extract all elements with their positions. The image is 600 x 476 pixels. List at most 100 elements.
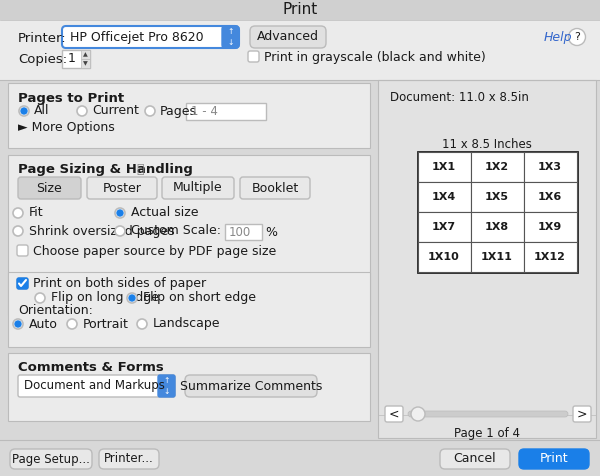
Bar xyxy=(471,212,524,242)
Text: Current: Current xyxy=(92,105,139,118)
Bar xyxy=(524,212,577,242)
Text: Copies:: Copies: xyxy=(18,53,67,67)
Circle shape xyxy=(117,210,123,216)
FancyBboxPatch shape xyxy=(240,177,310,199)
FancyBboxPatch shape xyxy=(162,177,234,199)
FancyBboxPatch shape xyxy=(385,406,403,422)
Text: Booklet: Booklet xyxy=(251,181,299,195)
Bar xyxy=(8,272,370,347)
Text: 1X5: 1X5 xyxy=(485,192,509,202)
Circle shape xyxy=(13,226,23,236)
Text: Cancel: Cancel xyxy=(454,453,496,466)
Text: Size: Size xyxy=(36,181,62,195)
Bar xyxy=(8,353,370,421)
Text: 1X12: 1X12 xyxy=(534,252,566,262)
Bar xyxy=(471,182,524,212)
Bar xyxy=(418,152,577,272)
Circle shape xyxy=(569,29,586,46)
FancyBboxPatch shape xyxy=(18,375,175,397)
Circle shape xyxy=(137,319,147,329)
Text: 1: 1 xyxy=(68,52,76,66)
FancyBboxPatch shape xyxy=(250,26,326,48)
Text: Choose paper source by PDF page size: Choose paper source by PDF page size xyxy=(33,245,276,258)
Text: ▼: ▼ xyxy=(83,61,88,66)
FancyBboxPatch shape xyxy=(17,278,28,289)
Text: 11 x 8.5 Inches: 11 x 8.5 Inches xyxy=(442,138,532,151)
Text: Portrait: Portrait xyxy=(83,317,129,330)
Text: 1X8: 1X8 xyxy=(485,222,509,232)
Text: Flip on short edge: Flip on short edge xyxy=(143,291,256,305)
Text: Help: Help xyxy=(544,30,572,43)
FancyBboxPatch shape xyxy=(17,245,28,256)
Text: Poster: Poster xyxy=(103,181,142,195)
FancyBboxPatch shape xyxy=(248,51,259,62)
Circle shape xyxy=(115,226,125,236)
Text: Orientation:: Orientation: xyxy=(18,305,93,317)
Bar xyxy=(186,103,266,120)
Bar xyxy=(8,155,370,315)
FancyBboxPatch shape xyxy=(62,26,239,48)
FancyBboxPatch shape xyxy=(99,449,159,469)
Text: Pages to Print: Pages to Print xyxy=(18,92,124,105)
Text: Print: Print xyxy=(539,453,568,466)
Circle shape xyxy=(13,319,23,329)
FancyBboxPatch shape xyxy=(222,26,239,48)
Circle shape xyxy=(77,106,87,116)
FancyBboxPatch shape xyxy=(17,278,28,289)
Text: ► More Options: ► More Options xyxy=(18,121,115,135)
FancyBboxPatch shape xyxy=(408,411,568,417)
Text: ▲: ▲ xyxy=(83,52,88,57)
FancyBboxPatch shape xyxy=(18,177,81,199)
Bar xyxy=(471,152,524,182)
Text: Print in grayscale (black and white): Print in grayscale (black and white) xyxy=(264,50,486,63)
Text: Landscape: Landscape xyxy=(153,317,221,330)
Text: Fit: Fit xyxy=(29,207,44,219)
Bar xyxy=(524,242,577,272)
Text: Comments & Forms: Comments & Forms xyxy=(18,361,164,374)
Text: Auto: Auto xyxy=(29,317,58,330)
Bar xyxy=(81,50,90,59)
Text: Custom Scale:: Custom Scale: xyxy=(131,225,221,238)
Text: 1X11: 1X11 xyxy=(481,252,513,262)
Text: Printer:: Printer: xyxy=(18,31,67,44)
Text: Page Sizing & Handling: Page Sizing & Handling xyxy=(18,163,193,176)
Text: ↑
↓: ↑ ↓ xyxy=(227,27,233,47)
Text: 100: 100 xyxy=(229,226,251,238)
Circle shape xyxy=(15,321,21,327)
Bar xyxy=(62,50,90,68)
Text: >: > xyxy=(577,407,587,420)
Bar xyxy=(418,212,471,242)
FancyBboxPatch shape xyxy=(10,449,92,469)
Bar xyxy=(0,0,600,20)
Text: 1X4: 1X4 xyxy=(432,192,456,202)
Bar xyxy=(524,152,577,182)
Text: HP Officejet Pro 8620: HP Officejet Pro 8620 xyxy=(70,30,203,43)
FancyBboxPatch shape xyxy=(573,406,591,422)
FancyBboxPatch shape xyxy=(158,375,175,397)
Text: 1X7: 1X7 xyxy=(432,222,456,232)
Circle shape xyxy=(129,295,135,301)
Text: Document: 11.0 x 8.5in: Document: 11.0 x 8.5in xyxy=(390,91,529,104)
Bar xyxy=(225,224,262,240)
Text: <: < xyxy=(389,407,399,420)
Text: Print: Print xyxy=(283,2,317,18)
Text: 1 - 4: 1 - 4 xyxy=(191,105,218,118)
Circle shape xyxy=(411,407,425,421)
FancyBboxPatch shape xyxy=(440,449,510,469)
Text: Actual size: Actual size xyxy=(131,207,199,219)
Text: Print on both sides of paper: Print on both sides of paper xyxy=(33,278,206,290)
Text: Multiple: Multiple xyxy=(173,181,223,195)
Circle shape xyxy=(115,208,125,218)
Text: ?: ? xyxy=(574,32,580,42)
Text: 1X10: 1X10 xyxy=(428,252,460,262)
Text: 1X9: 1X9 xyxy=(538,222,562,232)
Bar xyxy=(418,242,471,272)
Text: ⓘ: ⓘ xyxy=(136,163,143,176)
Bar xyxy=(81,59,90,68)
Bar xyxy=(0,440,600,476)
Text: Printer...: Printer... xyxy=(104,453,154,466)
Text: Advanced: Advanced xyxy=(257,30,319,43)
Text: 1X2: 1X2 xyxy=(485,162,509,172)
Text: Flip on long edge: Flip on long edge xyxy=(51,291,159,305)
Text: ↑
↓: ↑ ↓ xyxy=(163,377,170,396)
